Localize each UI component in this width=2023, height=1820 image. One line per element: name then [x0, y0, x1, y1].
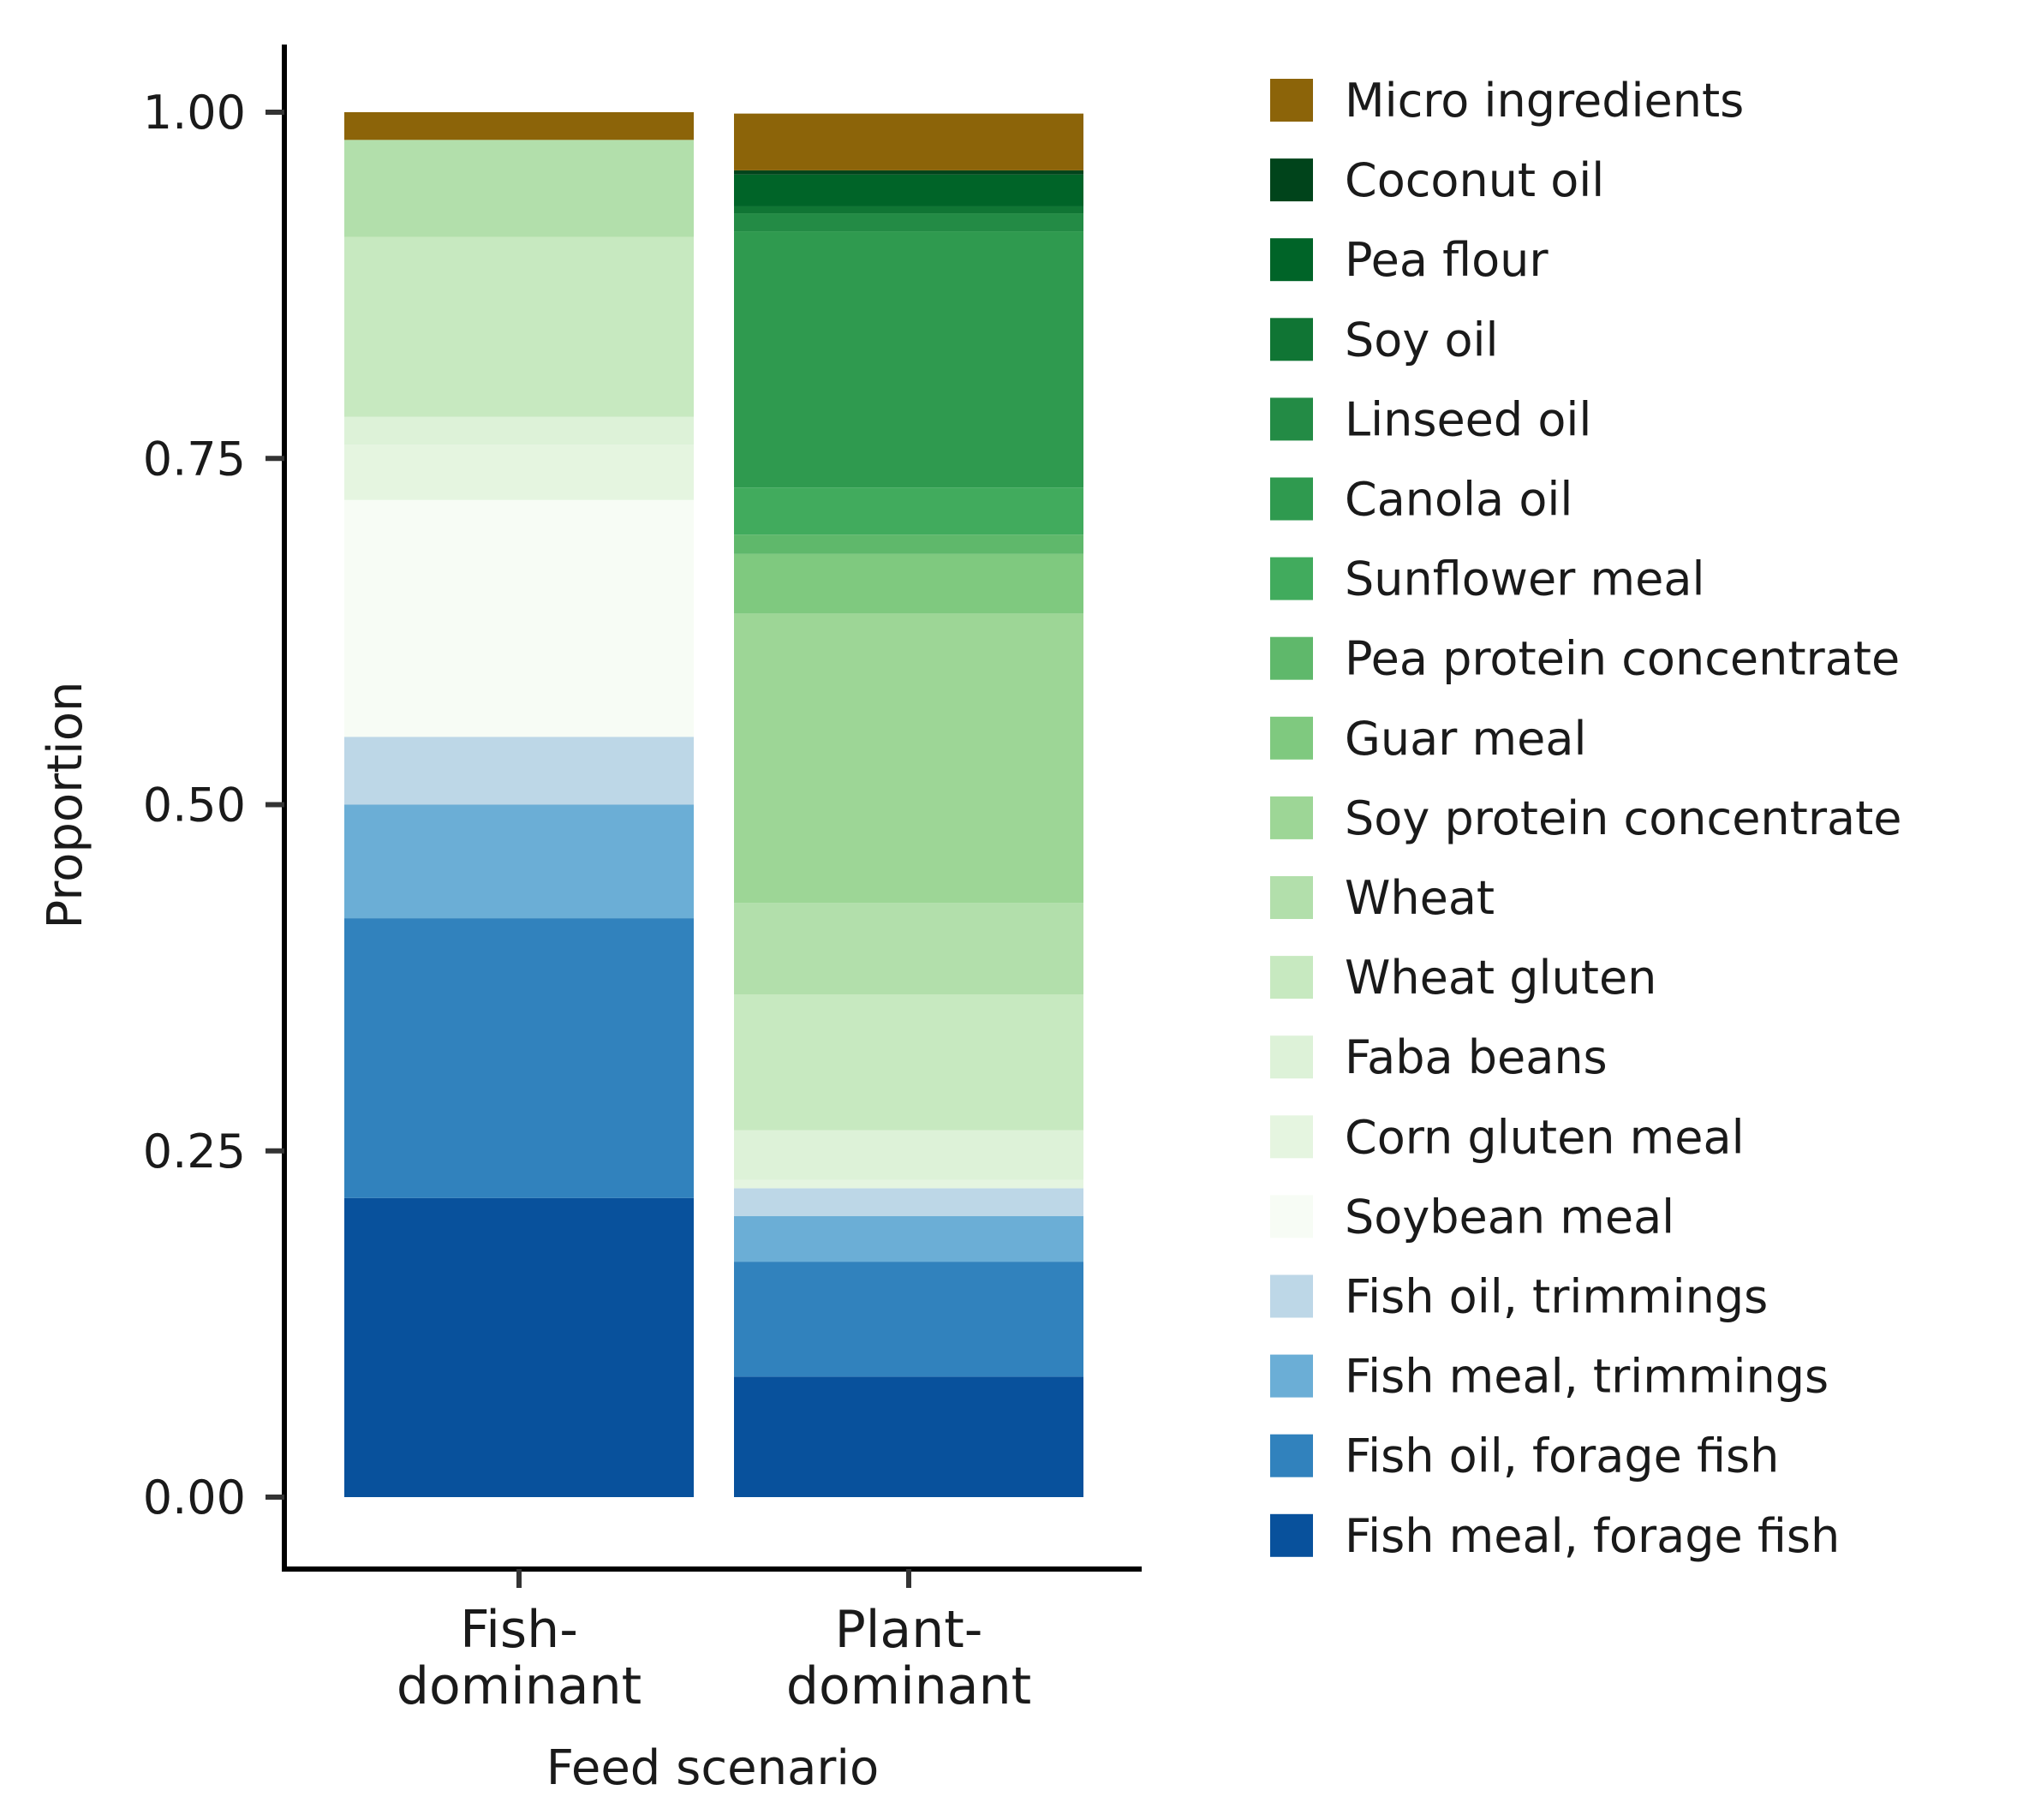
legend-label: Corn gluten meal [1345, 1110, 1745, 1164]
legend-swatch [1270, 1195, 1313, 1238]
legend-swatch [1270, 158, 1313, 202]
bar-plant-dominant-canola-oil [734, 231, 1083, 488]
bar-plant-dominant-guar-meal [734, 553, 1083, 614]
y-axis-title: Proportion [38, 682, 93, 929]
legend-swatch [1270, 796, 1313, 839]
bar-fish-dominant-soybean-meal [344, 499, 694, 737]
bar-plant-dominant-wheat [734, 903, 1083, 995]
bar-plant-dominant-fish-meal-forage-fish [734, 1376, 1083, 1497]
bar-plant-dominant-micro-ingredients [734, 113, 1083, 170]
x-tick-label: dominant [786, 1656, 1031, 1716]
y-tick-label: 0.75 [143, 432, 246, 486]
legend-label: Wheat gluten [1345, 951, 1656, 1005]
legend-label: Pea protein concentrate [1345, 632, 1900, 686]
bar-fish-dominant-wheat [344, 140, 694, 237]
bar-plant-dominant-fish-oil-trimmings [734, 1188, 1083, 1216]
bar-fish-dominant-micro-ingredients [344, 112, 694, 140]
legend-label: Wheat [1345, 871, 1495, 925]
bar-fish-dominant-fish-oil-trimmings [344, 737, 694, 805]
bar-plant-dominant-pea-flour [734, 174, 1083, 206]
legend-label: Fish oil, forage fish [1345, 1429, 1779, 1483]
bar-plant-dominant-soy-protein-concentrate [734, 613, 1083, 904]
plot-area [344, 112, 1083, 1497]
legend-label: Linseed oil [1345, 392, 1591, 446]
legend-label: Soy oil [1345, 313, 1498, 367]
legend-label: Fish meal, trimmings [1345, 1350, 1829, 1404]
bar-fish-dominant-faba-beans [344, 416, 694, 445]
legend-swatch [1270, 238, 1313, 282]
legend-swatch [1270, 1354, 1313, 1398]
legend-swatch [1270, 557, 1313, 600]
bar-fish-dominant-fish-oil-forage-fish [344, 918, 694, 1198]
legend-swatch [1270, 1434, 1313, 1477]
x-tick-label: Plant- [835, 1600, 983, 1660]
bar-plant-dominant-pea-protein-concentrate [734, 534, 1083, 554]
legend-label: Faba beans [1345, 1030, 1608, 1084]
x-tick-label: dominant [397, 1656, 642, 1716]
bar-plant-dominant-wheat-gluten [734, 994, 1083, 1131]
bar-plant-dominant-fish-meal-trimmings [734, 1215, 1083, 1262]
legend-label: Micro ingredients [1345, 74, 1744, 128]
bar-fish-dominant-wheat-gluten [344, 236, 694, 417]
y-axis-ticks: 0.00 0.25 0.50 0.75 1.00 [143, 86, 284, 1525]
bar-plant-dominant-linseed-oil [734, 213, 1083, 232]
legend-swatch [1270, 1513, 1313, 1557]
x-axis-title: Feed scenario [546, 1740, 879, 1796]
y-tick-label: 0.25 [143, 1125, 246, 1179]
legend-label: Sunflower meal [1345, 552, 1704, 606]
legend-label: Pea flour [1345, 233, 1549, 287]
legend-swatch [1270, 1274, 1313, 1318]
legend-swatch [1270, 318, 1313, 361]
legend-swatch [1270, 397, 1313, 441]
legend-swatch [1270, 956, 1313, 1000]
bar-plant-dominant-fish-oil-forage-fish [734, 1262, 1083, 1377]
legend-label: Guar meal [1345, 712, 1586, 766]
y-tick-label: 0.00 [143, 1471, 246, 1525]
legend-label: Soy protein concentrate [1345, 791, 1902, 845]
bar-plant-dominant-sunflower-meal [734, 487, 1083, 535]
y-tick-label: 1.00 [143, 86, 246, 140]
legend-swatch [1270, 477, 1313, 521]
y-tick-label: 0.50 [143, 779, 246, 832]
bar-plant-dominant-coconut-oil [734, 170, 1083, 175]
legend-swatch [1270, 1115, 1313, 1159]
legend-label: Canola oil [1345, 473, 1572, 527]
legend-label: Soybean meal [1345, 1190, 1674, 1244]
legend-swatch [1270, 79, 1313, 122]
bar-fish-dominant-fish-meal-forage-fish [344, 1197, 694, 1497]
legend-swatch [1270, 636, 1313, 680]
bar-fish-dominant-fish-meal-trimmings [344, 804, 694, 919]
legend: Micro ingredients Coconut oil Pea flour Soy… [1270, 74, 1902, 1563]
legend-swatch [1270, 876, 1313, 919]
legend-swatch [1270, 1035, 1313, 1079]
bar-plant-dominant-soy-oil [734, 206, 1083, 214]
legend-swatch [1270, 716, 1313, 760]
legend-label: Coconut oil [1345, 153, 1604, 207]
legend-label: Fish meal, forage fish [1345, 1509, 1840, 1563]
bar-plant-dominant-faba-beans [734, 1130, 1083, 1180]
bar-fish-dominant-corn-gluten-meal [344, 445, 694, 500]
legend-label: Fish oil, trimmings [1345, 1270, 1768, 1324]
x-tick-label: Fish- [460, 1600, 578, 1660]
bar-plant-dominant-corn-gluten-meal [734, 1179, 1083, 1189]
